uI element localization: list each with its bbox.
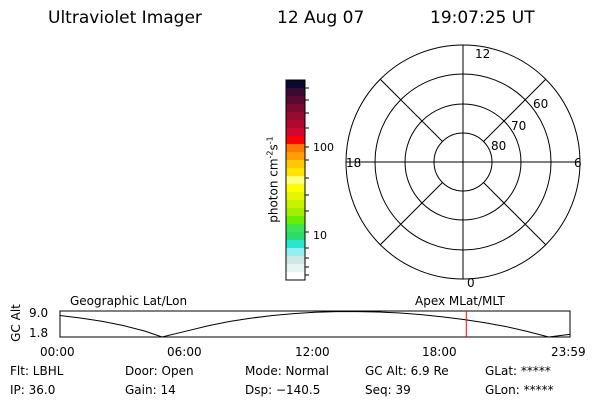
- mlt-label-6: 6: [574, 156, 582, 170]
- status-mode: Mode: Normal: [245, 364, 329, 378]
- colorbar-segment: [286, 248, 305, 257]
- colorbar-segment: [286, 200, 305, 209]
- status-ip: IP: 36.0: [10, 383, 56, 397]
- colorbar-segment: [286, 224, 305, 233]
- x-tick-1: 06:00: [167, 345, 202, 359]
- x-tick-2: 12:00: [295, 345, 330, 359]
- colorbar-segment: [286, 208, 305, 217]
- status-gain: Gain: 14: [125, 383, 176, 397]
- colorbar-segment: [286, 240, 305, 249]
- lat-label-70: 70: [511, 119, 527, 133]
- colorbar-segment: [286, 80, 305, 89]
- colorbar-segment: [286, 256, 305, 265]
- mlt-label-18: 18: [346, 156, 362, 170]
- colorbar-segment: [286, 232, 305, 241]
- status-dsp: Dsp: −140.5: [245, 383, 321, 397]
- colorbar-segment: [286, 120, 305, 129]
- colorbar-segment: [286, 104, 305, 113]
- mlt-label-12: 12: [475, 47, 491, 61]
- status-filter: Flt: LBHL: [10, 364, 64, 378]
- meridian-line: [379, 182, 443, 246]
- colorbar-segment: [286, 152, 305, 161]
- colorbar-label-s: s: [266, 144, 281, 151]
- y-tick-9: 9.0: [29, 306, 49, 320]
- y-axis-label: GC Alt: [9, 304, 23, 342]
- colorbar-segment: [286, 88, 305, 97]
- colorbar-segment: [286, 144, 305, 153]
- altitude-series-line: [59, 311, 570, 338]
- colorbar-segment: [286, 184, 305, 193]
- x-tick-4: 23:59: [551, 345, 586, 359]
- colorbar-segment: [286, 128, 305, 137]
- meridian-line: [379, 78, 443, 142]
- date-label: 12 Aug 07: [277, 8, 365, 28]
- colorbar-segment: [286, 216, 305, 225]
- colorbar-segment: [286, 192, 305, 201]
- colorbar-segment: [286, 272, 305, 281]
- lat-label-60: 60: [533, 97, 549, 111]
- altitude-plot-frame: [59, 310, 571, 338]
- meridian-line: [483, 78, 547, 142]
- colorbar-segment: [286, 264, 305, 273]
- colorbar-segment: [286, 112, 305, 121]
- status-door: Door: Open: [125, 364, 194, 378]
- colorbar-segment: [286, 168, 305, 177]
- colorbar-frame: [285, 79, 306, 281]
- y-tick-1.8: 1.8: [29, 326, 49, 340]
- left-title: Geographic Lat/Lon: [70, 294, 188, 308]
- colorbar-label-text: photon cm: [266, 158, 281, 223]
- colorbar-tick-10: 10: [313, 229, 327, 242]
- right-title: Apex MLat/MLT: [415, 294, 505, 308]
- status-gcalt: GC Alt: 6.9 Re: [365, 364, 449, 378]
- meridian-line: [483, 182, 547, 246]
- colorbar-segment: [286, 136, 305, 145]
- colorbar-exp1: -2: [265, 150, 275, 159]
- colorbar-segment: [286, 160, 305, 169]
- time-label: 19:07:25 UT: [430, 8, 535, 28]
- colorbar-tick-100: 100: [313, 141, 334, 154]
- status-seq: Seq: 39: [365, 383, 411, 397]
- colorbar-segment: [286, 96, 305, 105]
- x-tick-0: 00:00: [40, 345, 75, 359]
- colorbar-exp2: -1: [265, 136, 275, 145]
- colorbar-segment: [286, 176, 305, 185]
- instrument-title: Ultraviolet Imager: [48, 8, 202, 28]
- mlt-label-0: 0: [467, 276, 475, 290]
- x-tick-3: 18:00: [422, 345, 457, 359]
- lat-label-80: 80: [491, 139, 507, 153]
- status-glon: GLon: *****: [485, 383, 554, 397]
- colorbar-label: photon cm-2s-1: [266, 120, 281, 240]
- status-glat: GLat: *****: [485, 364, 551, 378]
